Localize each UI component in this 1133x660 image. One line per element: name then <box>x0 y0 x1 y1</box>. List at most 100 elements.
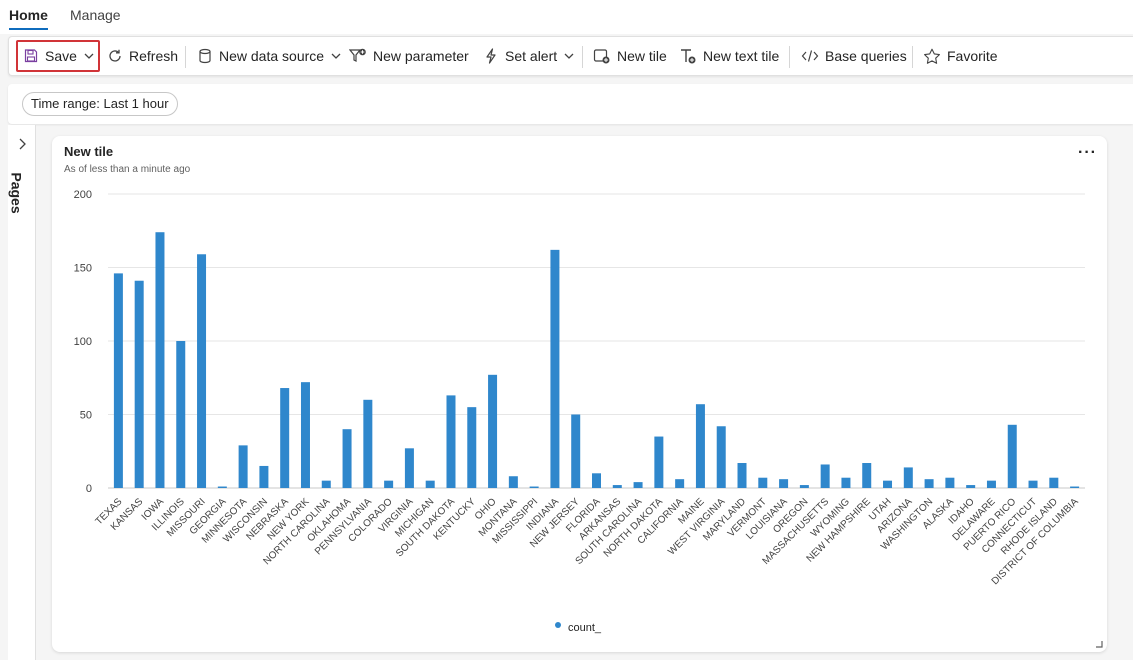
bar <box>986 480 996 488</box>
tile-subtitle: As of less than a minute ago <box>64 164 191 175</box>
set-alert-label: Set alert <box>505 48 558 64</box>
bar <box>820 464 830 488</box>
pages-toggle[interactable]: Pages <box>9 165 34 225</box>
bar <box>384 480 394 488</box>
bar <box>197 254 207 488</box>
new-tile-label: New tile <box>617 48 667 64</box>
bar <box>238 445 248 488</box>
bar <box>695 404 705 488</box>
bar <box>1049 477 1059 488</box>
bar <box>862 463 872 488</box>
bar <box>508 476 518 488</box>
bar <box>550 249 560 488</box>
bar <box>113 273 123 488</box>
bar <box>612 485 622 488</box>
legend-marker <box>555 622 561 628</box>
bar <box>633 482 643 488</box>
base-queries-label: Base queries <box>825 48 907 64</box>
bar <box>425 480 435 488</box>
bar <box>217 486 227 488</box>
time-range-filter[interactable]: Time range: Last 1 hour <box>22 92 178 116</box>
new-parameter-button[interactable]: New parameter <box>349 37 469 75</box>
bar <box>155 232 165 488</box>
refresh-label: Refresh <box>129 48 179 64</box>
new-text-tile-button[interactable]: New text tile <box>679 37 779 75</box>
bar <box>654 436 664 488</box>
y-tick-label: 100 <box>74 336 92 348</box>
text-add-icon <box>681 49 696 64</box>
save-label: Save <box>45 48 77 64</box>
bar <box>176 341 186 488</box>
bar <box>592 473 601 488</box>
bar <box>488 374 498 488</box>
bar <box>446 395 456 488</box>
bar <box>280 388 290 488</box>
bar <box>966 485 976 488</box>
bar <box>903 467 913 488</box>
new-parameter-label: New parameter <box>373 48 469 64</box>
bar <box>737 463 747 488</box>
save-icon <box>24 49 38 63</box>
new-tile-button[interactable]: New tile <box>593 37 667 75</box>
bar <box>1028 480 1038 488</box>
more-options-icon[interactable]: ··· <box>1078 144 1097 161</box>
tile-add-icon <box>593 49 610 64</box>
chevron-right-icon[interactable] <box>16 137 28 151</box>
y-tick-label: 150 <box>74 263 92 275</box>
bar <box>799 485 809 488</box>
bar <box>342 429 352 488</box>
bar <box>259 465 269 488</box>
save-button[interactable]: Save <box>23 37 95 75</box>
tab-manage[interactable]: Manage <box>70 7 121 23</box>
y-tick-label: 200 <box>74 189 92 201</box>
legend-label: count_ <box>568 622 602 634</box>
bar <box>841 477 851 488</box>
tile-title: New tile <box>64 144 114 159</box>
divider <box>185 46 186 68</box>
ribbon-tabs: Home Manage <box>0 0 1133 34</box>
bar <box>716 426 726 488</box>
star-icon <box>924 48 940 64</box>
bar <box>883 480 893 488</box>
base-queries-button[interactable]: Base queries <box>801 37 907 75</box>
resize-handle-icon[interactable] <box>1095 640 1103 648</box>
tab-home[interactable]: Home <box>9 7 48 30</box>
divider <box>582 46 583 68</box>
pages-pane: Pages <box>8 125 36 660</box>
refresh-icon <box>109 49 121 62</box>
refresh-button[interactable]: Refresh <box>107 37 178 75</box>
bar <box>779 479 789 488</box>
bar <box>363 399 373 488</box>
favorite-label: Favorite <box>947 48 998 64</box>
new-data-source-button[interactable]: New data source <box>197 37 342 75</box>
chart-tile: New tile As of less than a minute ago ··… <box>52 136 1107 652</box>
bar <box>300 382 310 488</box>
bar <box>529 486 539 488</box>
bar <box>945 477 955 488</box>
divider <box>912 46 913 68</box>
bar <box>924 479 934 488</box>
new-data-source-label: New data source <box>219 48 325 64</box>
chevron-down-icon[interactable] <box>83 50 95 62</box>
bar <box>134 280 144 488</box>
chevron-down-icon[interactable] <box>330 50 342 62</box>
y-tick-label: 50 <box>80 410 92 422</box>
filter-bar: Time range: Last 1 hour <box>8 84 1133 124</box>
chevron-down-icon[interactable] <box>563 50 575 62</box>
favorite-button[interactable]: Favorite <box>923 37 998 75</box>
bar <box>675 479 685 488</box>
save-highlight <box>16 40 100 72</box>
toolbar: Save Refresh New data source New paramet… <box>8 36 1133 76</box>
database-icon <box>199 48 211 64</box>
bar <box>571 414 581 488</box>
bar <box>1070 486 1080 488</box>
bar <box>1007 424 1017 488</box>
bar <box>321 480 331 488</box>
new-text-tile-label: New text tile <box>703 48 780 64</box>
code-icon <box>801 50 819 62</box>
divider <box>789 46 790 68</box>
filter-add-icon <box>349 48 366 62</box>
bar <box>758 477 768 488</box>
y-tick-label: 0 <box>86 483 92 495</box>
set-alert-button[interactable]: Set alert <box>483 37 575 75</box>
